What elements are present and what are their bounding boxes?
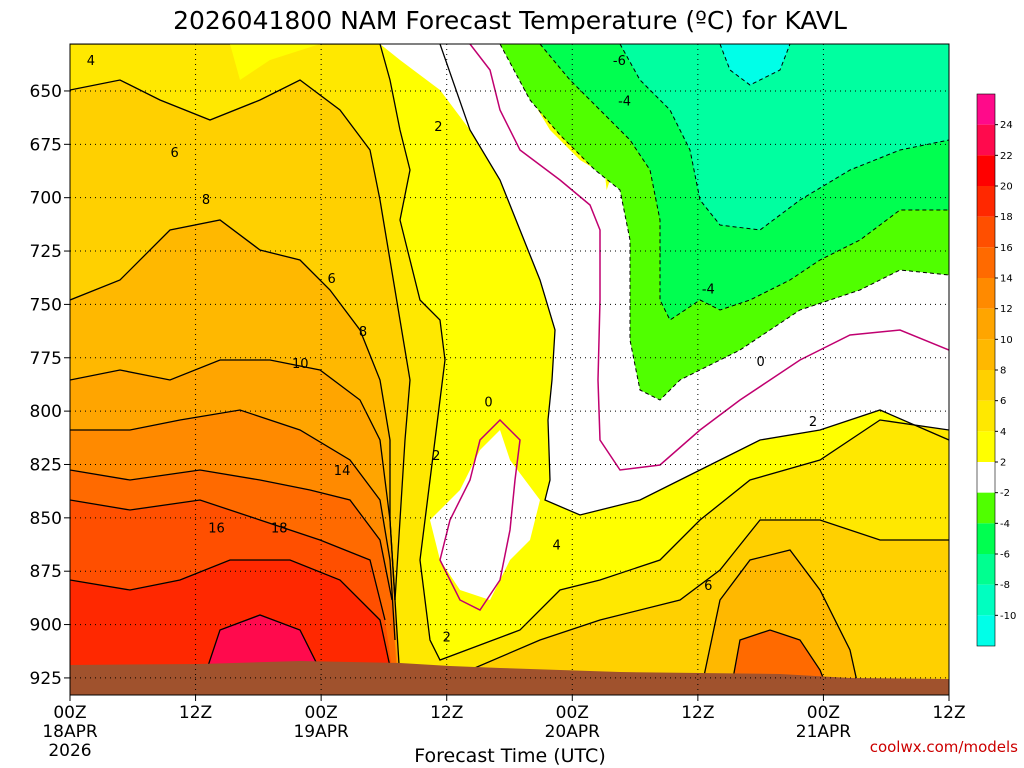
colorbar-swatch [977,370,995,401]
colorbar-label: 10 [1000,335,1013,346]
contour-label: 14 [334,464,351,479]
contour-label: 6 [327,272,335,287]
contour-label: 0 [484,396,492,411]
colorbar-swatch [977,523,995,554]
colorbar-swatch [977,94,995,125]
contour-lines-black [70,44,949,695]
colorbar-swatch [977,155,995,186]
colorbar-swatch [977,339,995,370]
contour-label: 2 [432,449,440,464]
y-tick-label: 700 [30,189,62,209]
grid [70,44,949,695]
x-tick-label: 00Z [53,703,86,723]
x-tick-label: 12Z [681,703,714,723]
colorbar-swatch [977,308,995,340]
band-pocket-0 [430,430,540,600]
x-tick-label: 00Z [807,703,840,723]
contour-label: 4 [87,54,95,69]
contour-label: 0 [757,355,765,370]
contour-label: 8 [202,193,210,208]
x-tick-label: 20APR [545,722,601,742]
y-tick-label: 725 [30,242,62,262]
colorbar-swatch [977,584,995,616]
plot-frame [69,43,950,696]
contour-label: 10 [292,357,309,372]
colorbar-label: -6 [1000,550,1010,561]
contour-label: -6 [613,54,626,69]
watermark: coolwx.com/models [870,738,1018,756]
band-minus2-2 [380,44,949,515]
y-tick-label: 925 [30,669,62,689]
colorbar-label: 20 [1000,182,1013,193]
x-tick-label: 2026 [48,741,91,761]
colorbar: 24 22 20 18 16 14 12 10 8 6 4 2 -2 -4 -6 -8 -10 [976,93,1016,647]
x-tick-label: 19APR [293,722,349,742]
colorbar-label: -2 [1000,488,1010,499]
contour-negative [499,44,949,401]
colorbar-swatch [977,247,995,278]
x-tick-label: 12Z [932,703,965,723]
contour-label: 6 [171,146,179,161]
y-tick-label: 800 [30,402,62,422]
colorbar-swatch [977,431,995,462]
colorbar-label: 6 [1000,396,1006,407]
colorbar-swatch [977,462,995,493]
y-tick-label: 650 [30,82,62,102]
y-tick-label: 675 [30,135,62,155]
colorbar-label: -4 [1000,519,1010,530]
colorbar-swatch [977,615,995,646]
x-axis-label: Forecast Time (UTC) [414,745,605,767]
colorbar-label: 12 [1000,304,1013,315]
contour-zero [439,44,949,611]
contour-label: 16 [208,522,225,537]
x-tick-label: 12Z [430,703,463,723]
plot-area: 4 6 8 6 8 10 14 16 18 2 2 2 0 4 6 2 0 -4 -4 -6 [70,44,949,695]
colorbar-label: 16 [1000,243,1013,254]
colorbar-swatch [977,554,995,585]
y-tick-label: 900 [30,616,62,636]
colorbar-label: 24 [1000,120,1013,131]
x-tick-label: 00Z [305,703,338,723]
contour-label: 2 [809,415,817,430]
x-tick-label: 21APR [796,722,852,742]
colorbar-label: 8 [1000,366,1006,377]
terrain [70,661,949,695]
contour-label: 18 [271,522,288,537]
colorbar-label: 22 [1000,151,1013,162]
colorbar-label: 4 [1000,427,1006,438]
contour-label: 2 [434,120,442,135]
y-tick-label: 750 [30,295,62,315]
contour-label: 2 [443,630,451,645]
x-tick-label: 00Z [556,703,589,723]
x-tick-label: 12Z [179,703,212,723]
y-axis: 650 675 700 725 750 775 800 825 850 875 900 925 [30,82,70,689]
colorbar-swatch [977,400,995,432]
contour-label: 8 [359,325,367,340]
colorbar-label: -8 [1000,580,1010,591]
chart-title: 2026041800 NAM Forecast Temperature (ºC)… [173,6,847,35]
colorbar-label: -10 [1000,611,1016,622]
band-minus10-minus8 [720,44,790,85]
colorbar-label: 18 [1000,212,1013,223]
x-tick-label: 18APR [42,722,98,742]
y-tick-label: 825 [30,455,62,475]
colorbar-label: 2 [1000,458,1006,469]
contour-label: -4 [618,95,631,110]
colorbar-swatch [977,124,995,156]
colorbar-swatch [977,186,995,217]
y-tick-label: 775 [30,349,62,369]
band-minus8-minus6 [620,44,949,230]
colorbar-swatch [977,278,995,309]
contour-label: 6 [704,579,712,594]
colorbar-swatch [977,492,995,524]
colorbar-label: 14 [1000,274,1013,285]
contour-labels: 4 6 8 6 8 10 14 16 18 2 2 2 0 4 6 2 0 -4 -4 -6 [87,54,817,645]
colorbar-swatch [977,216,995,248]
contour-label: 4 [552,539,560,554]
contour-label: -4 [702,282,715,297]
y-tick-label: 850 [30,509,62,529]
y-tick-label: 875 [30,562,62,582]
